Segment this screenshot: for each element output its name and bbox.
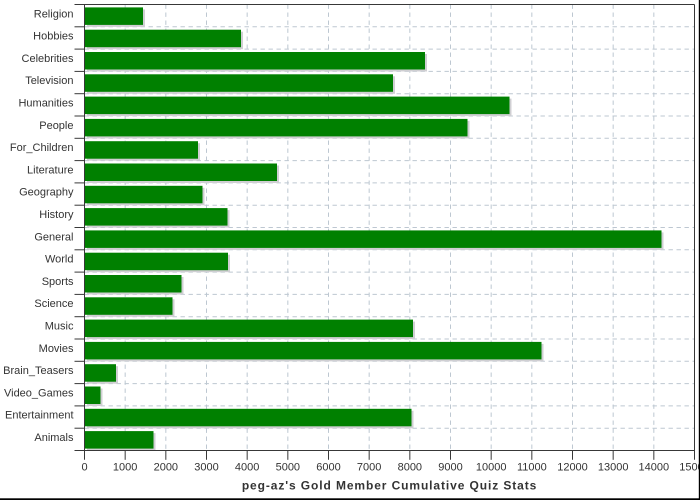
- svg-text:Celebrities: Celebrities: [22, 53, 74, 65]
- svg-text:Movies: Movies: [39, 343, 74, 355]
- svg-text:Entertainment: Entertainment: [5, 410, 73, 422]
- svg-text:12000: 12000: [557, 461, 588, 473]
- svg-text:Religion: Religion: [34, 8, 74, 20]
- svg-text:Music: Music: [45, 321, 74, 333]
- svg-text:5000: 5000: [276, 461, 300, 473]
- svg-text:4000: 4000: [235, 461, 259, 473]
- svg-text:15000: 15000: [679, 461, 700, 473]
- svg-text:8000: 8000: [398, 461, 422, 473]
- svg-text:Video_Games: Video_Games: [4, 387, 74, 399]
- svg-text:Brain_Teasers: Brain_Teasers: [3, 365, 74, 377]
- svg-text:Science: Science: [34, 298, 73, 310]
- svg-text:13000: 13000: [598, 461, 629, 473]
- svg-text:Geography: Geography: [19, 187, 74, 199]
- svg-text:History: History: [39, 209, 74, 221]
- svg-text:3000: 3000: [194, 461, 218, 473]
- svg-text:People: People: [39, 120, 73, 132]
- svg-text:Hobbies: Hobbies: [33, 31, 74, 43]
- svg-text:For_Children: For_Children: [10, 142, 74, 154]
- svg-text:1000: 1000: [113, 461, 137, 473]
- svg-text:0: 0: [81, 461, 87, 473]
- svg-text:9000: 9000: [438, 461, 462, 473]
- svg-text:6000: 6000: [316, 461, 340, 473]
- svg-text:Humanities: Humanities: [18, 98, 74, 110]
- svg-text:11000: 11000: [517, 461, 547, 473]
- svg-text:Sports: Sports: [42, 276, 74, 288]
- svg-text:Literature: Literature: [27, 164, 73, 176]
- svg-text:peg-az's Gold Member Cumulativ: peg-az's Gold Member Cumulative Quiz Sta…: [242, 478, 537, 492]
- svg-text:7000: 7000: [357, 461, 381, 473]
- svg-text:14000: 14000: [639, 461, 670, 473]
- svg-text:General: General: [34, 231, 73, 243]
- svg-text:10000: 10000: [476, 461, 507, 473]
- svg-text:World: World: [45, 254, 74, 266]
- svg-text:2000: 2000: [154, 461, 178, 473]
- svg-text:Animals: Animals: [34, 432, 74, 444]
- svg-text:Television: Television: [25, 75, 73, 87]
